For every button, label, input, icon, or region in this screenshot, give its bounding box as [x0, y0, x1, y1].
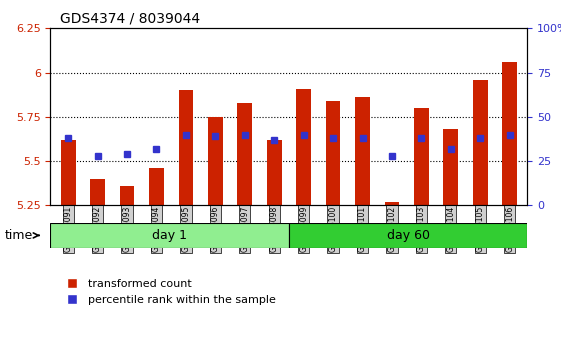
Text: GSM586091: GSM586091: [63, 206, 73, 252]
Text: GSM586100: GSM586100: [329, 206, 338, 252]
Bar: [443, 129, 458, 205]
Text: GSM586104: GSM586104: [447, 206, 456, 252]
Text: day 1: day 1: [152, 229, 187, 242]
Bar: [473, 80, 488, 205]
Text: time: time: [5, 229, 39, 242]
Bar: [208, 117, 223, 205]
Text: GSM586106: GSM586106: [505, 206, 514, 252]
Text: GSM586105: GSM586105: [476, 206, 485, 252]
FancyBboxPatch shape: [50, 223, 289, 248]
Text: GSM586096: GSM586096: [211, 206, 220, 252]
Bar: [267, 140, 282, 205]
Text: GSM586092: GSM586092: [93, 206, 102, 252]
Text: GSM586099: GSM586099: [299, 206, 308, 252]
FancyBboxPatch shape: [289, 223, 527, 248]
Bar: [119, 186, 135, 205]
Text: day 60: day 60: [387, 229, 430, 242]
Text: GSM586103: GSM586103: [417, 206, 426, 252]
Text: GSM586098: GSM586098: [270, 206, 279, 252]
Bar: [414, 108, 429, 205]
Bar: [61, 140, 76, 205]
Bar: [237, 103, 252, 205]
Text: GSM586093: GSM586093: [122, 206, 131, 252]
Bar: [90, 179, 105, 205]
Bar: [502, 62, 517, 205]
Text: GSM586095: GSM586095: [181, 206, 190, 252]
Bar: [326, 101, 341, 205]
Text: GSM586097: GSM586097: [240, 206, 249, 252]
Bar: [296, 88, 311, 205]
Bar: [149, 168, 164, 205]
Legend: transformed count, percentile rank within the sample: transformed count, percentile rank withi…: [56, 275, 280, 309]
Bar: [355, 97, 370, 205]
Text: GSM586102: GSM586102: [388, 206, 397, 252]
Text: GSM586094: GSM586094: [152, 206, 161, 252]
Bar: [178, 90, 193, 205]
Text: GDS4374 / 8039044: GDS4374 / 8039044: [60, 12, 200, 26]
Bar: [385, 202, 399, 205]
Text: GSM586101: GSM586101: [358, 206, 367, 252]
